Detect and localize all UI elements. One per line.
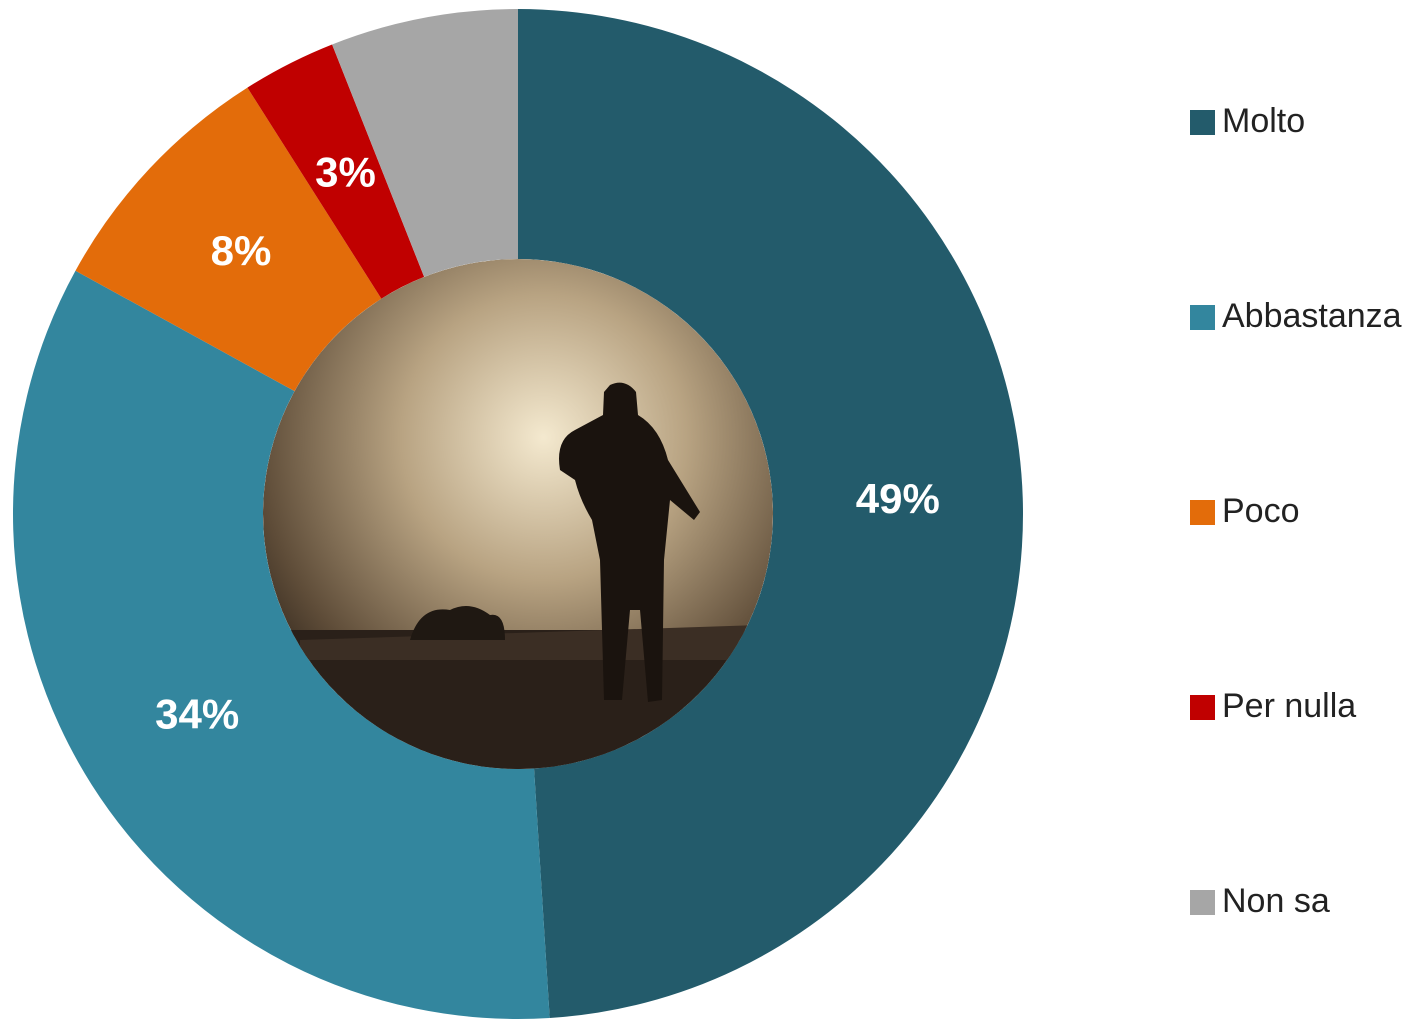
legend-swatch xyxy=(1190,890,1215,915)
legend-swatch xyxy=(1190,500,1215,525)
legend-swatch xyxy=(1190,305,1215,330)
data-label: 8% xyxy=(211,227,272,274)
legend-label: Poco xyxy=(1222,492,1300,530)
legend-swatch xyxy=(1190,695,1215,720)
data-label: 34% xyxy=(155,691,239,738)
data-label: 3% xyxy=(315,149,376,196)
legend-label: Molto xyxy=(1222,102,1305,140)
legend-swatch xyxy=(1190,110,1215,135)
legend: Molto Abbastanza Poco Per nulla Non sa xyxy=(1190,102,1402,920)
chart: 49% 34% 8% 3% Molto Abbastanza Poco Per nulla N… xyxy=(0,0,1427,1020)
legend-label: Non sa xyxy=(1222,882,1330,920)
data-label: 49% xyxy=(856,475,940,522)
legend-label: Abbastanza xyxy=(1222,297,1402,335)
legend-label: Per nulla xyxy=(1222,687,1356,725)
